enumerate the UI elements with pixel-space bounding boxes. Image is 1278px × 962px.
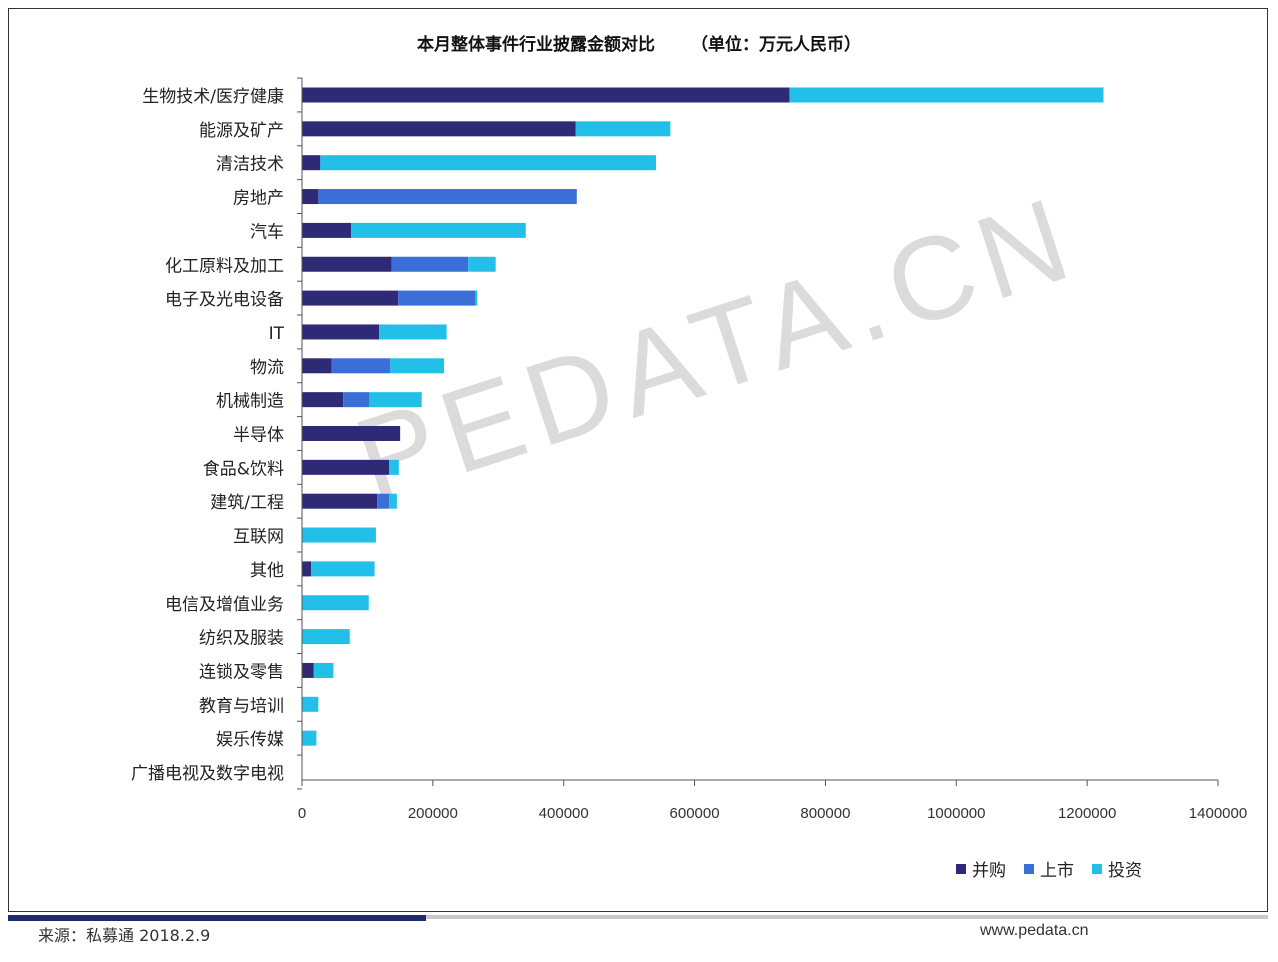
legend-swatch-series-1 — [1024, 863, 1034, 874]
bar-17-series-0 — [302, 662, 314, 678]
category-label-1: 能源及矿产 — [199, 121, 284, 141]
bar-13-series-2 — [302, 527, 376, 543]
bar-5-series-1 — [391, 256, 469, 272]
bar-11-series-2 — [389, 459, 399, 475]
bar-12-series-0 — [302, 493, 378, 509]
bar-18-series-2 — [302, 696, 319, 712]
chart-title-text: 本月整体事件行业披露金额对比 — [417, 35, 656, 55]
chart-title: 本月整体事件行业披露金额对比 （单位：万元人民币） — [0, 30, 1278, 55]
bar-10-series-0 — [302, 426, 401, 441]
legend-swatch-series-2 — [1092, 863, 1102, 874]
legend-item-series-0: 并购 — [956, 856, 1006, 881]
bar-8-series-1 — [331, 358, 391, 374]
bar-6-series-0 — [302, 290, 399, 306]
category-label-11: 食品&饮料 — [203, 459, 284, 479]
category-label-17: 连锁及零售 — [199, 662, 284, 682]
chart-unit-text: （单位：万元人民币） — [690, 35, 861, 55]
bar-19-series-2 — [302, 730, 317, 746]
bar-11-series-0 — [302, 459, 390, 475]
category-label-5: 化工原料及加工 — [165, 256, 284, 276]
x-tick-label-3: 600000 — [670, 805, 720, 822]
bar-8-series-0 — [302, 358, 332, 374]
legend: 并购 上市 投资 — [956, 856, 1142, 881]
bar-1-series-0 — [302, 121, 576, 137]
bar-0-series-0 — [302, 87, 790, 103]
bar-4-series-2 — [351, 222, 526, 238]
bar-12-series-1 — [377, 493, 390, 509]
bar-2-series-0 — [302, 155, 321, 171]
bar-9-series-2 — [369, 392, 422, 408]
category-label-10: 半导体 — [233, 426, 284, 446]
category-label-14: 其他 — [250, 561, 284, 581]
x-tick-label-1: 200000 — [408, 805, 458, 822]
category-label-18: 教育与培训 — [199, 696, 284, 716]
bar-6-series-1 — [398, 290, 476, 306]
bar-7-series-0 — [302, 324, 380, 340]
x-tick-label-7: 1400000 — [1189, 805, 1247, 822]
category-label-19: 娱乐传媒 — [216, 730, 284, 750]
site-url: www.pedata.cn — [980, 922, 1089, 939]
bar-6-series-2 — [475, 290, 478, 306]
category-label-8: 物流 — [250, 358, 284, 378]
bar-3-series-1 — [318, 189, 577, 205]
legend-label-series-0: 并购 — [972, 861, 1006, 881]
x-tick-label-0: 0 — [298, 805, 306, 822]
footer-bar-dark — [8, 915, 426, 921]
category-label-4: 汽车 — [250, 222, 284, 242]
category-label-0: 生物技术/医疗健康 — [142, 87, 284, 107]
category-label-3: 房地产 — [233, 189, 284, 209]
source-text: 来源：私募通 2018.2.9 — [38, 926, 211, 945]
bar-14-series-0 — [302, 561, 312, 577]
bar-16-series-2 — [302, 629, 350, 645]
category-label-12: 建筑/工程 — [210, 493, 284, 513]
bar-1-series-2 — [575, 121, 671, 137]
bar-9-series-1 — [343, 392, 370, 408]
footer-bar-light — [426, 915, 1268, 919]
bar-9-series-0 — [302, 392, 344, 408]
bar-3-series-0 — [302, 189, 319, 205]
bar-17-series-2 — [313, 662, 334, 678]
bar-14-series-2 — [311, 561, 375, 577]
legend-item-series-1: 上市 — [1024, 856, 1074, 881]
category-label-6: 电子及光电设备 — [165, 290, 284, 310]
x-tick-label-5: 1000000 — [927, 805, 985, 822]
bar-12-series-2 — [389, 493, 397, 509]
legend-swatch-series-0 — [956, 863, 966, 874]
x-tick-label-4: 800000 — [800, 805, 850, 822]
legend-label-series-1: 上市 — [1040, 861, 1074, 881]
bar-0-series-2 — [789, 87, 1104, 103]
bar-5-series-0 — [302, 256, 392, 272]
category-label-20: 广播电视及数字电视 — [131, 764, 284, 784]
legend-item-series-2: 投资 — [1092, 856, 1142, 881]
bar-15-series-2 — [302, 595, 369, 611]
category-label-2: 清洁技术 — [216, 155, 284, 175]
x-tick-label-6: 1200000 — [1058, 805, 1116, 822]
x-tick-label-2: 400000 — [539, 805, 589, 822]
legend-label-series-2: 投资 — [1108, 861, 1142, 881]
category-label-13: 互联网 — [233, 527, 284, 547]
bar-2-series-2 — [320, 155, 656, 171]
bar-5-series-2 — [468, 256, 496, 272]
category-label-15: 电信及增值业务 — [165, 595, 284, 615]
bar-8-series-2 — [390, 358, 444, 374]
category-label-9: 机械制造 — [216, 392, 284, 412]
category-label-16: 纺织及服装 — [199, 629, 284, 649]
category-label-7: IT — [269, 324, 285, 344]
bar-7-series-2 — [379, 324, 447, 340]
bar-4-series-0 — [302, 222, 352, 238]
